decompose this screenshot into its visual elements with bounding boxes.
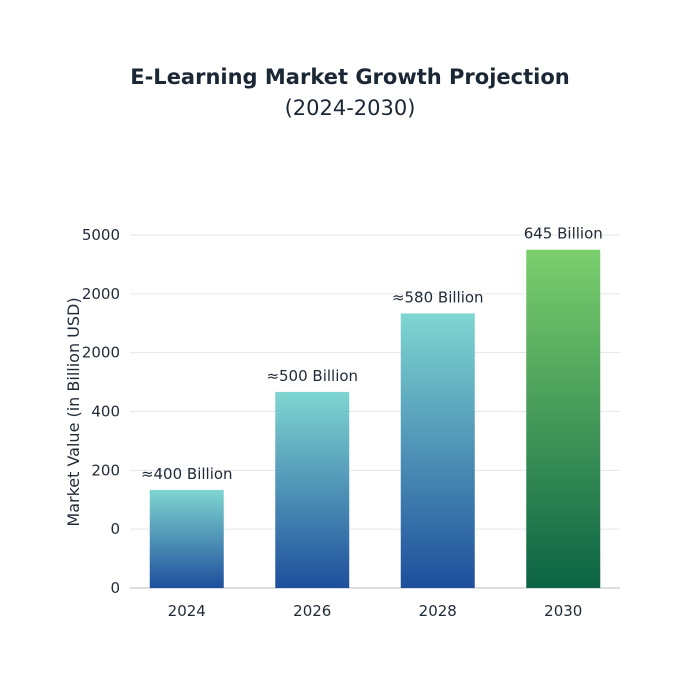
x-tick-label: 2024 <box>168 602 206 620</box>
data-label-2026: ≈500 Billion <box>266 367 358 385</box>
y-tick-label: 2000 <box>82 344 120 362</box>
y-tick-label: 0 <box>110 520 120 538</box>
data-label-2028: ≈580 Billion <box>392 288 484 306</box>
y-tick-label: 400 <box>91 403 120 421</box>
bar-2028 <box>400 313 475 588</box>
y-tick-label: 0 <box>110 579 120 597</box>
bars: ≈400 Billion ≈500 Billion ≈580 Billion 645 … <box>141 225 603 589</box>
y-tick-label: 200 <box>91 461 120 479</box>
x-tick-label: 2028 <box>419 602 457 620</box>
bar-2030 <box>526 249 601 589</box>
y-tick-label: 5000 <box>82 226 120 244</box>
x-axis-ticks: 2024 2026 2028 2030 <box>168 602 583 620</box>
y-axis-ticks: 0 0 200 400 2000 2000 5000 <box>82 226 120 597</box>
chart-title-line1: E-Learning Market Growth Projection <box>130 65 570 89</box>
y-tick-label: 2000 <box>82 285 120 303</box>
data-label-2030: 645 Billion <box>524 225 603 243</box>
y-axis-label: Market Value (in Billion USD) <box>64 297 83 526</box>
bar-2024 <box>149 489 224 588</box>
data-label-2024: ≈400 Billion <box>141 465 233 483</box>
bar-2026 <box>275 391 350 588</box>
chart-title-line2: (2024-2030) <box>284 96 416 120</box>
chart-title: E-Learning Market Growth Projection (202… <box>0 62 700 124</box>
x-tick-label: 2026 <box>293 602 331 620</box>
x-tick-label: 2030 <box>544 602 582 620</box>
